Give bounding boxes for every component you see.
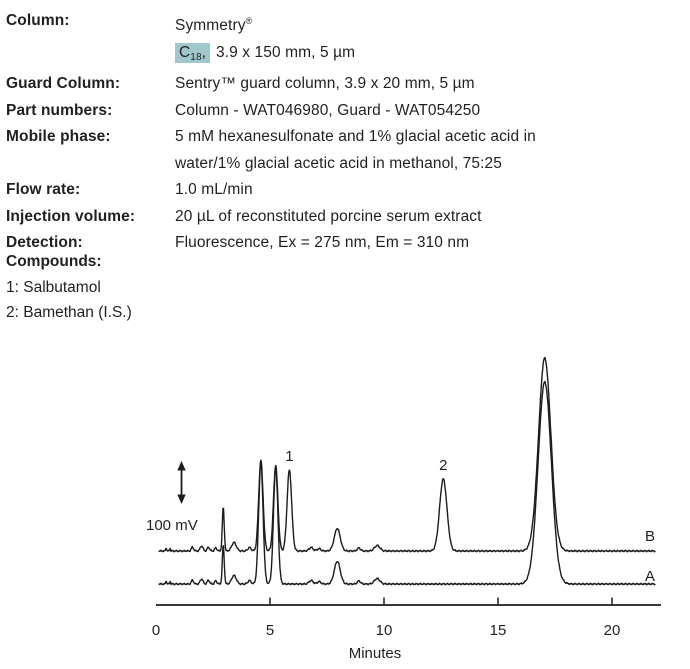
method-row-value: 1.0 mL/min [175, 181, 253, 198]
method-row-value: Symmetry® C18, 3.9 x 150 mm, 5 µm [175, 8, 355, 71]
highlight-main: C [179, 43, 191, 61]
method-row-value: Sentry™ guard column, 3.9 x 20 mm, 5 µm [175, 75, 475, 92]
method-row-value: 20 µL of reconstituted porcine serum ext… [175, 207, 482, 225]
method-row-part-numbers: Part numbers: Column - WAT046980, Guard … [6, 98, 686, 125]
column-dimensions-text: 3.9 x 150 mm, 5 µm [216, 43, 356, 61]
x-axis-tick-label: 20 [604, 622, 621, 639]
scale-bar-label: 100 mV [146, 517, 198, 534]
peak-label-1: 1 [285, 448, 293, 465]
trace-A [158, 380, 656, 586]
method-row-guard-column: Guard Column: Sentry™ guard column, 3.9 … [6, 71, 686, 98]
x-axis-tick-label: 15 [490, 622, 507, 639]
method-row-value: Column - WAT046980, Guard - WAT054250 [175, 101, 481, 119]
highlight-subscript: 18 [190, 51, 202, 63]
trace-B [158, 356, 656, 553]
method-row-detection: Detection: Fluorescence, Ex = 275 nm, Em… [6, 230, 686, 257]
compound-item-1: 1: Salbutamol [6, 278, 101, 296]
method-parameters-table: Column: Symmetry® C18, 3.9 x 150 mm, 5 µm… [6, 8, 686, 257]
method-row-label: Flow rate: [6, 181, 81, 198]
highlight-tail: , [201, 43, 207, 61]
x-axis-tick-label: 10 [376, 622, 393, 639]
compound-item-2: 2: Bamethan (I.S.) [6, 304, 132, 321]
column-brand-text: Symmetry [175, 17, 246, 34]
method-row-label: Column: [6, 12, 70, 29]
trace-label-B: B [645, 528, 655, 545]
method-row-label: Injection volume: [6, 207, 136, 225]
trace-label-A: A [645, 568, 655, 585]
method-row-label: Guard Column: [6, 75, 121, 92]
method-row-value: 5 mM hexanesulfonate and 1% glacial acet… [175, 128, 536, 172]
peak-label-2: 2 [439, 457, 447, 474]
compounds-section: Compounds: 1: Salbutamol 2: Bamethan (I.… [6, 249, 132, 326]
method-row-injection-volume: Injection volume: 20 µL of reconstituted… [6, 204, 686, 231]
scale-bar-arrowhead-up [177, 461, 186, 471]
method-row-label: Part numbers: [6, 101, 113, 119]
x-axis-title: Minutes [349, 645, 402, 662]
x-axis-tick-label: 5 [266, 622, 274, 639]
method-row-flow-rate: Flow rate: 1.0 mL/min [6, 177, 686, 204]
registered-mark: ® [245, 16, 253, 26]
method-row-label: Mobile phase: [6, 128, 111, 145]
method-row-column: Column: Symmetry® C18, 3.9 x 150 mm, 5 µm [6, 8, 686, 71]
x-axis-tick-label: 0 [152, 622, 160, 639]
chromatogram: 0 5 10 15 20 Minutes 100 mV B A 1 2 [0, 340, 690, 669]
compounds-header: Compounds: [6, 253, 102, 270]
method-row-mobile-phase: Mobile phase: 5 mM hexanesulfonate and 1… [6, 124, 686, 177]
scale-bar-arrowhead-down [177, 494, 186, 504]
method-row-label: Detection: [6, 234, 83, 251]
chromatogram-svg: 0 5 10 15 20 Minutes 100 mV B A 1 2 [146, 356, 661, 662]
highlighted-text: C18, [175, 42, 211, 63]
method-row-value: Fluorescence, Ex = 275 nm, Em = 310 nm [175, 234, 470, 251]
